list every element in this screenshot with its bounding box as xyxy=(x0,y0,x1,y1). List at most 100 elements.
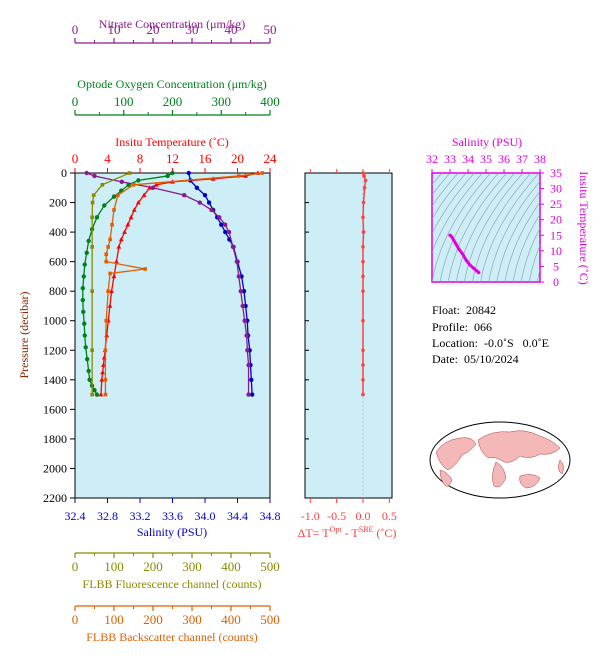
data-point-temperature xyxy=(153,182,159,187)
nitrate-tick-label: 10 xyxy=(108,22,121,37)
fluorescence-tick-label: 0 xyxy=(72,559,79,574)
data-point-oxygen xyxy=(84,250,89,255)
main-plot-area xyxy=(74,172,271,499)
density-contour xyxy=(432,173,467,220)
deltaT-point xyxy=(361,259,365,264)
data-point-temperature xyxy=(98,391,104,397)
deltaT-point xyxy=(361,215,365,220)
pressure-axis-title: Pressure (decibar) xyxy=(17,292,31,379)
ts-plot-area xyxy=(431,172,541,283)
data-point-oxygen xyxy=(80,286,86,291)
density-contour xyxy=(520,227,540,282)
map-landmass xyxy=(439,469,453,487)
salinity-tick-label: 34.0 xyxy=(195,509,216,523)
deltaT-point xyxy=(362,185,367,190)
nitrate-tick-label: 30 xyxy=(186,22,199,37)
data-point-temperature xyxy=(122,229,127,234)
pressure-tick-label: 800 xyxy=(49,284,67,298)
ts-temperature-axis-title: Insitu Temperature (˚C) xyxy=(577,171,591,285)
data-point-salinity xyxy=(202,192,208,198)
data-point-backscatter xyxy=(103,348,108,353)
ts-salinity-tick-label: 32 xyxy=(426,152,438,166)
world-map xyxy=(429,421,571,499)
data-point-backscatter xyxy=(131,183,136,187)
data-point-backscatter xyxy=(237,174,241,178)
ts-point xyxy=(471,266,475,270)
data-point-temperature xyxy=(131,207,137,212)
data-point-backscatter xyxy=(260,171,264,175)
data-point-nitrate xyxy=(150,185,156,190)
ts-point xyxy=(461,252,465,256)
map-landmass xyxy=(519,474,541,489)
deltaT-tick-label: 0.5 xyxy=(382,509,397,523)
data-point-salinity xyxy=(206,200,212,205)
data-point-temperature xyxy=(107,303,113,308)
data-point-nitrate xyxy=(197,200,202,205)
pressure-tick-label: 1600 xyxy=(43,402,67,416)
oxygen-axis-title: Optode Oxygen Concentration (μm/kg) xyxy=(77,77,266,91)
deltaT-point xyxy=(361,274,365,279)
oxygen-tick-label: 200 xyxy=(163,94,183,109)
nitrate-tick-label: 50 xyxy=(264,22,277,37)
data-point-nitrate xyxy=(238,288,243,294)
data-point-oxygen xyxy=(165,173,170,179)
data-point-oxygen xyxy=(82,262,87,267)
pressure-tick-label: 1400 xyxy=(43,373,67,387)
ts-salinity-tick-label: 33 xyxy=(444,152,456,166)
data-point-fluorescence xyxy=(90,200,95,205)
pressure-tick-label: 1800 xyxy=(43,432,67,446)
data-point-nitrate xyxy=(244,333,249,338)
oxygen-tick-label: 0 xyxy=(72,94,79,109)
fluorescence-tick-label: 500 xyxy=(260,559,280,574)
data-point-backscatter xyxy=(110,222,114,227)
deltaT-point xyxy=(361,378,365,382)
density-contour xyxy=(432,173,459,207)
density-contour xyxy=(439,173,500,282)
oxygen-tick-label: 400 xyxy=(260,94,280,109)
ts-salinity-tick-label: 37 xyxy=(516,152,528,166)
data-point-backscatter xyxy=(103,378,108,382)
ts-temperature-tick-label: 20 xyxy=(550,213,562,227)
ts-temperature-tick-label: 5 xyxy=(553,259,559,273)
data-point-temperature xyxy=(100,369,106,375)
data-point-oxygen xyxy=(83,345,88,350)
deltaT-tick-label: -1.0 xyxy=(301,509,320,523)
data-point-temperature xyxy=(109,288,114,293)
ts-point xyxy=(464,258,468,262)
series-nitrate xyxy=(84,170,251,397)
data-point-backscatter xyxy=(104,252,108,257)
data-point-fluorescence xyxy=(90,215,94,220)
pressure-tick-label: 2000 xyxy=(43,461,67,475)
ts-point xyxy=(457,247,461,251)
data-point-oxygen xyxy=(82,321,87,326)
density-contour xyxy=(488,180,540,282)
ts-curve xyxy=(449,234,480,274)
ts-salinity-tick-label: 36 xyxy=(498,152,510,166)
data-point-temperature xyxy=(116,244,122,249)
ts-salinity-tick-label: 38 xyxy=(534,152,546,166)
salinity-tick-label: 34.8 xyxy=(260,509,281,523)
data-point-salinity xyxy=(249,392,255,397)
nitrate-tick-label: 20 xyxy=(147,22,160,37)
data-point-oxygen xyxy=(94,392,100,397)
data-point-oxygen xyxy=(111,194,117,199)
density-contour xyxy=(456,173,516,282)
salinity-tick-label: 32.4 xyxy=(65,509,86,523)
deltaT-line xyxy=(362,172,367,395)
density-contour xyxy=(432,173,492,282)
data-point-nitrate xyxy=(234,259,240,264)
density-contour xyxy=(512,213,540,282)
map-landmass xyxy=(477,430,561,463)
data-point-fluorescence xyxy=(127,171,132,175)
data-point-backscatter xyxy=(108,271,112,276)
data-point-nitrate xyxy=(230,244,236,250)
density-contour xyxy=(496,190,540,282)
data-point-oxygen xyxy=(81,274,86,279)
location: Location: -0.0˚S 0.0˚E xyxy=(432,336,549,350)
data-point-backscatter xyxy=(106,245,110,249)
deltaT-point xyxy=(361,245,365,249)
deltaT-point xyxy=(361,230,366,234)
data-point-nitrate xyxy=(209,207,214,213)
deltaT-point xyxy=(361,171,365,175)
map-landmass xyxy=(492,461,507,488)
